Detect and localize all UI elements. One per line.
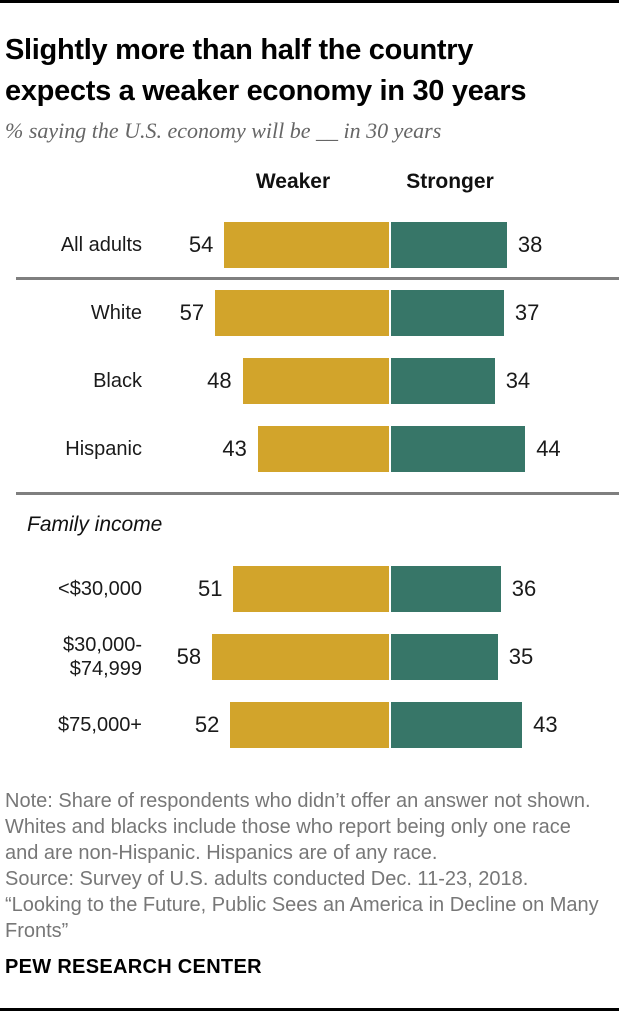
stronger-value-label: 37 [514,300,540,325]
bar-row-30000-74999: $30,000- $74,999 58 35 [0,634,619,680]
weaker-bar [215,290,389,336]
pew-research-center-wordmark: PEW RESEARCH CENTER [5,956,262,978]
top-rule [0,0,619,3]
stronger-bar [391,702,523,748]
bar-row-all-adults: All adults 54 38 [0,222,619,268]
group-divider [16,492,619,495]
weaker-bar [242,358,389,404]
row-label: $75,000+ [58,714,142,736]
stronger-value-label: 38 [517,232,543,257]
row-label: Black [93,370,142,392]
stronger-value-label: 34 [505,368,531,393]
weaker-value-label: 57 [179,300,205,325]
weaker-value-label: 43 [222,436,247,461]
chart-title: Slightly more than half the country expe… [5,34,527,107]
weaker-bar [233,566,389,612]
stronger-bar [391,426,526,472]
row-label: Hispanic [65,438,142,460]
stronger-value-label: 36 [511,576,537,601]
bar-row-75000-plus: $75,000+ 52 43 [0,702,619,748]
weaker-value-label: 54 [188,232,214,257]
weaker-bar [230,702,389,748]
stronger-value-label: 43 [533,712,558,737]
bar-row-black: Black 48 34 [0,358,619,404]
weaker-value-label: 51 [197,576,223,601]
stronger-value-label: 35 [508,644,534,669]
section-label-family-income: Family income [27,513,163,536]
row-label: $30,000- $74,999 [63,634,142,680]
stronger-value-label: 44 [536,436,561,461]
weaker-bar [224,222,389,268]
stronger-bar [391,566,501,612]
stronger-bar [391,634,498,680]
weaker-value-label: 58 [176,644,202,669]
bar-row-hispanic: Hispanic 43 44 [0,426,619,472]
legend-weaker: Weaker [255,170,331,193]
bar-row-white: White 57 37 [0,290,619,336]
row-label: <$30,000 [58,578,142,600]
stronger-bar [391,290,504,336]
group-divider [16,277,619,280]
row-label: All adults [60,234,142,256]
chart-report-title: “Looking to the Future, Public Sees an A… [5,894,599,942]
stronger-bar [391,358,495,404]
bottom-rule [0,1008,619,1011]
chart-subtitle: % saying the U.S. economy will be __ in … [5,118,442,143]
row-label: White [90,302,142,324]
chart-note: Note: Share of respondents who didn’t of… [5,790,591,864]
legend-stronger: Stronger [406,170,494,193]
weaker-value-label: 48 [207,368,232,393]
weaker-value-label: 52 [194,712,220,737]
bar-row-under-30000: <$30,000 51 36 [0,566,619,612]
weaker-bar [257,426,389,472]
weaker-bar [212,634,389,680]
stronger-bar [391,222,507,268]
chart-source: Source: Survey of U.S. adults conducted … [5,868,529,890]
